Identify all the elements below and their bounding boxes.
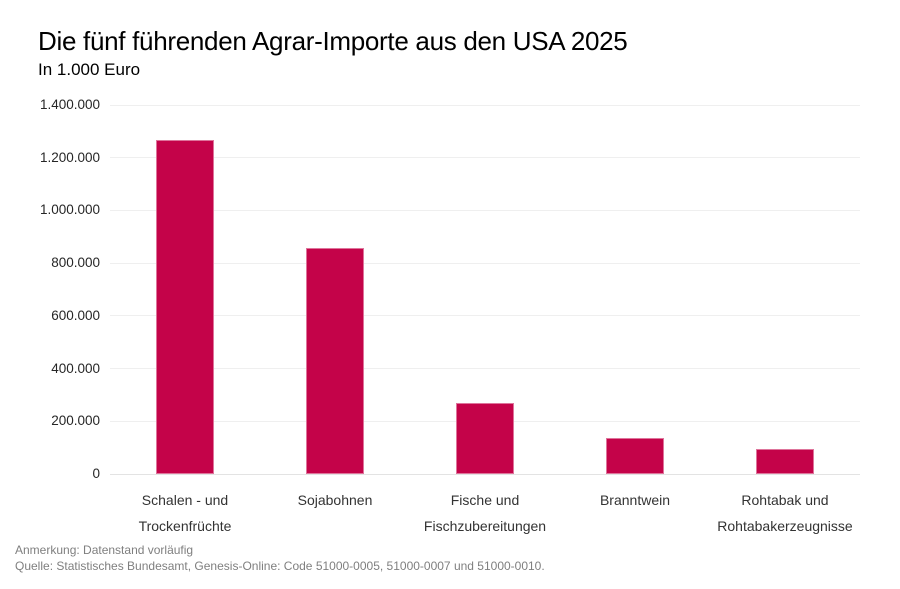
y-tick-label: 1.400.000 xyxy=(39,97,100,112)
bar-2 xyxy=(306,248,364,474)
x-category-label: Sojabohnen xyxy=(245,487,425,513)
y-gridline xyxy=(110,104,860,106)
x-category-label-line: Fischzubereitungen xyxy=(423,518,547,534)
x-category-label-line: Schalen - und xyxy=(141,492,229,508)
y-tick-label: 200.000 xyxy=(51,413,100,429)
y-gridline xyxy=(110,315,860,317)
bar-1 xyxy=(156,140,214,474)
bar-5 xyxy=(756,449,814,474)
x-category-label: Schalen - und Trockenfrüchte xyxy=(95,487,275,539)
x-category-label: Branntwein xyxy=(545,487,725,513)
x-category-label-line: Fische und xyxy=(450,492,520,508)
y-tick-label: 400.000 xyxy=(51,360,100,376)
y-gridline xyxy=(110,368,860,370)
y-tick-label: 1.200.000 xyxy=(39,149,100,165)
chart-title: Die fünf führenden Agrar-Importe aus den… xyxy=(38,26,628,56)
x-axis-baseline xyxy=(110,473,860,475)
y-gridline xyxy=(110,262,860,264)
chart-footer: Anmerkung: Datenstand vorläufig Quelle: … xyxy=(15,543,545,574)
x-category-label-line: Branntwein xyxy=(599,492,671,508)
note-text: Anmerkung: Datenstand vorläufig xyxy=(15,543,194,557)
x-category-label-line: Sojabohnen xyxy=(297,492,373,508)
y-tick-label: 1.000.000 xyxy=(39,202,100,218)
source-text: Quelle: Statistisches Bundesamt, Genesis… xyxy=(15,558,545,573)
bar-3 xyxy=(456,402,514,474)
x-category-label-line: Rohtabakerzeugnisse xyxy=(717,518,853,534)
bar-4 xyxy=(606,437,664,474)
y-tick-label: 600.000 xyxy=(51,307,100,323)
chart-subtitle: In 1.000 Euro xyxy=(38,60,141,79)
y-tick-label: 800.000 xyxy=(51,255,100,271)
x-category-label: Rohtabak und Rohtabakerzeugnisse xyxy=(695,487,875,539)
y-gridline xyxy=(110,209,860,211)
y-tick-label: 0 xyxy=(92,466,100,481)
x-category-label-line: Trockenfrüchte xyxy=(138,518,232,534)
x-category-label: Fische und Fischzubereitungen xyxy=(395,487,575,539)
x-category-label-line: Rohtabak und xyxy=(741,492,829,508)
y-gridline xyxy=(110,157,860,159)
